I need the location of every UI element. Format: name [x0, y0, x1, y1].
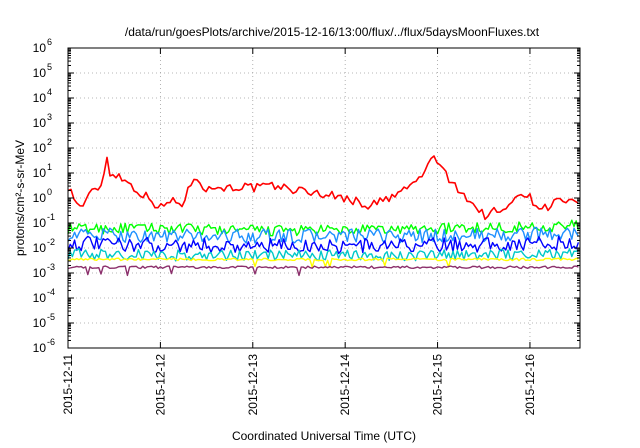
series-line	[67, 265, 579, 277]
y-tick-exponent: 5	[47, 62, 52, 72]
y-tick-label: 10	[33, 116, 47, 130]
x-tick-label: 2015-12-14	[338, 354, 352, 416]
x-tick-label: 2015-12-13	[246, 354, 260, 416]
axis-ticks	[67, 47, 580, 349]
y-tick-exponent: 0	[47, 187, 52, 197]
y-tick-labels: 10 -610 -510 -410 -310 -210 -110 010 110 210 310 41…	[33, 37, 55, 355]
y-tick-exponent: 6	[47, 37, 52, 47]
x-tick-label: 2015-12-12	[153, 354, 167, 416]
y-tick-label: 10	[33, 91, 47, 105]
y-tick-label: 10	[33, 266, 47, 280]
y-tick-exponent: 3	[47, 112, 52, 122]
x-tick-label: 2015-12-11	[61, 354, 75, 415]
series-line	[67, 226, 579, 244]
x-tick-label: 2015-12-15	[431, 354, 445, 416]
y-tick-exponent: -1	[47, 212, 55, 222]
y-tick-exponent: 4	[47, 87, 52, 97]
series-line	[67, 235, 580, 255]
series-line	[67, 155, 579, 221]
y-tick-exponent: -3	[47, 262, 55, 272]
x-tick-labels: 2015-12-11 2015-12-12 2015-12-13 2015-12-14…	[61, 354, 537, 416]
x-axis-title: Coordinated Universal Time (UTC)	[232, 429, 416, 443]
y-tick-label: 10	[33, 66, 47, 80]
grid-lines	[68, 48, 580, 348]
y-tick-label: 10	[33, 41, 47, 55]
series-layer	[67, 155, 580, 277]
y-tick-label: 10	[33, 216, 47, 230]
y-tick-label: 10	[33, 191, 47, 205]
x-tick-label: 2015-12-16	[523, 354, 537, 416]
y-axis-title: protons/cm²-s-sr-MeV	[13, 140, 27, 256]
series-line	[67, 219, 580, 237]
chart-title: /data/run/goesPlots/archive/2015-12-16/1…	[125, 25, 540, 39]
y-tick-exponent: -6	[47, 337, 55, 347]
y-tick-exponent: 1	[47, 162, 52, 172]
y-tick-label: 10	[33, 316, 47, 330]
series-line	[67, 257, 579, 268]
y-tick-exponent: 2	[47, 137, 52, 147]
y-tick-label: 10	[33, 141, 47, 155]
y-tick-label: 10	[33, 291, 47, 305]
y-tick-label: 10	[33, 241, 47, 255]
y-tick-label: 10	[33, 166, 47, 180]
y-tick-exponent: -5	[47, 312, 55, 322]
y-tick-label: 10	[33, 341, 47, 355]
y-tick-exponent: -4	[47, 287, 55, 297]
series-line	[67, 247, 579, 262]
y-tick-exponent: -2	[47, 237, 55, 247]
